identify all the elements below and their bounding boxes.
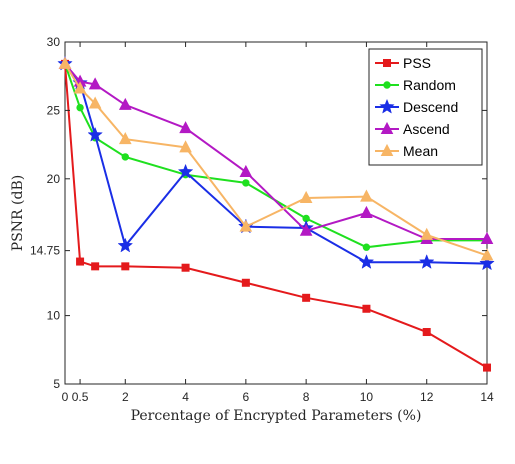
point-pss bbox=[362, 304, 371, 313]
legend-label-pss: PSS bbox=[403, 55, 431, 71]
legend-label-mean: Mean bbox=[403, 143, 438, 159]
y-tick-label: 25 bbox=[47, 103, 61, 117]
series-layer bbox=[57, 55, 495, 372]
legend-marker-mean bbox=[380, 143, 394, 156]
point-mean bbox=[88, 96, 102, 109]
point-descend bbox=[418, 254, 435, 269]
y-tick-label: 10 bbox=[47, 309, 61, 323]
x-tick-label: 14 bbox=[480, 390, 494, 404]
series-line-descend bbox=[64, 63, 488, 265]
series-line-ascend bbox=[64, 63, 487, 240]
point-descend bbox=[87, 126, 103, 142]
x-tick-label: 10 bbox=[360, 390, 374, 404]
point-mean bbox=[118, 132, 132, 145]
point-mean bbox=[299, 190, 313, 203]
point-pss bbox=[76, 257, 85, 266]
point-mean bbox=[73, 81, 87, 94]
x-tick-label: 12 bbox=[420, 390, 434, 404]
point-descend bbox=[479, 255, 495, 271]
y-tick-label: 30 bbox=[47, 35, 61, 49]
point-ascend bbox=[118, 97, 132, 110]
point-mean bbox=[179, 140, 192, 153]
y-tick-label: 14.75 bbox=[30, 244, 60, 258]
point-random bbox=[121, 153, 129, 161]
legend-entry-descend: Descend bbox=[375, 98, 458, 115]
series-line-mean bbox=[64, 63, 488, 257]
point-descend bbox=[358, 254, 375, 269]
series-mean bbox=[58, 56, 494, 261]
legend-marker-random bbox=[383, 81, 391, 89]
point-pss bbox=[181, 263, 190, 272]
point-ascend bbox=[480, 231, 494, 244]
legend-entry-ascend: Ascend bbox=[375, 121, 450, 137]
point-pss bbox=[302, 293, 311, 302]
legend-entry-mean: Mean bbox=[375, 143, 438, 159]
point-pss bbox=[422, 328, 431, 337]
point-random bbox=[76, 103, 84, 112]
x-axis-label: Percentage of Encrypted Parameters (%) bbox=[131, 408, 422, 424]
x-tick-label: 0.5 bbox=[72, 390, 89, 404]
point-mean bbox=[58, 56, 72, 69]
x-tick-label: 2 bbox=[122, 390, 129, 404]
x-tick-label: 8 bbox=[303, 390, 310, 404]
point-mean bbox=[239, 219, 253, 232]
legend-marker-descend bbox=[379, 98, 395, 114]
legend-entry-pss: PSS bbox=[375, 55, 431, 71]
legend-marker-ascend bbox=[380, 121, 394, 134]
point-pss bbox=[483, 363, 491, 372]
legend-label-random: Random bbox=[403, 77, 456, 93]
x-tick-label: 6 bbox=[243, 390, 250, 404]
point-descend bbox=[177, 163, 194, 179]
point-ascend bbox=[239, 164, 253, 177]
point-mean bbox=[420, 227, 434, 240]
series-line-pss bbox=[64, 63, 488, 369]
point-random bbox=[362, 243, 371, 251]
legend: PSS Random Descend Ascend Mean bbox=[368, 48, 483, 166]
point-ascend bbox=[179, 121, 192, 134]
point-ascend bbox=[88, 77, 102, 90]
point-pss bbox=[241, 278, 250, 287]
point-pss bbox=[91, 262, 100, 271]
legend-entry-random: Random bbox=[375, 77, 456, 93]
y-axis-label: PSNR (dB) bbox=[10, 175, 26, 251]
point-random bbox=[242, 179, 250, 187]
point-mean bbox=[480, 248, 494, 261]
axes-layer: 0 0.5 2 4 6 8 10 12 14 5 10 14.75 20 25 30 bbox=[30, 35, 494, 404]
y-tick-label: 5 bbox=[53, 377, 60, 391]
point-ascend bbox=[360, 205, 373, 218]
y-tick-label: 20 bbox=[47, 172, 61, 186]
series-line-random bbox=[64, 63, 487, 249]
point-descend bbox=[117, 237, 134, 253]
point-pss bbox=[121, 262, 130, 271]
x-tick-label: 0 bbox=[62, 390, 69, 404]
legend-label-descend: Descend bbox=[403, 99, 458, 115]
legend-marker-pss bbox=[383, 59, 391, 67]
legend-label-ascend: Ascend bbox=[403, 121, 450, 137]
x-tick-label: 4 bbox=[182, 390, 189, 404]
point-ascend bbox=[299, 223, 313, 236]
point-mean bbox=[360, 189, 373, 202]
